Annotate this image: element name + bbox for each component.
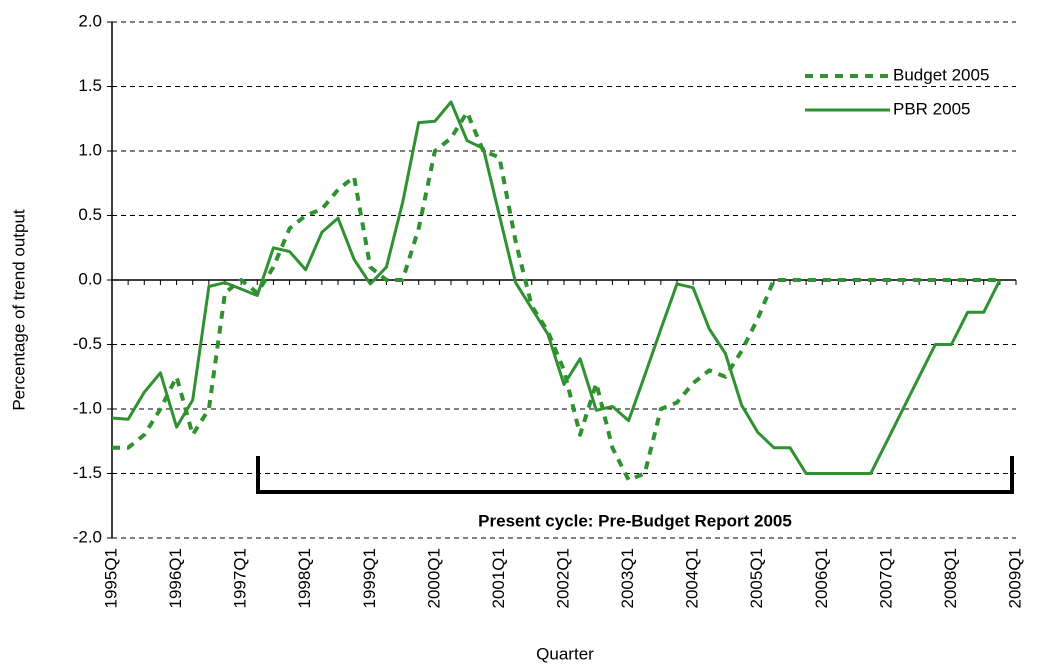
y-tick-label: 0.0	[78, 269, 102, 288]
x-axis-title: Quarter	[536, 644, 594, 663]
x-tick-label: 1998Q1	[295, 548, 314, 609]
x-tick-label: 2000Q1	[424, 548, 443, 609]
y-tick-label: -2.0	[73, 527, 102, 546]
x-tick-label: 2008Q1	[941, 548, 960, 609]
y-tick-label: -1.0	[73, 398, 102, 417]
x-tick-label: 2002Q1	[553, 548, 572, 609]
y-tick-label: 0.5	[78, 205, 102, 224]
x-tick-label: 1996Q1	[166, 548, 185, 609]
x-tick-label: 1995Q1	[101, 548, 120, 609]
x-tick-label: 2004Q1	[683, 548, 702, 609]
x-tick-label: 1999Q1	[360, 548, 379, 609]
legend-label: PBR 2005	[893, 99, 971, 118]
series-line	[112, 110, 1000, 482]
y-tick-label: 1.0	[78, 140, 102, 159]
series-line	[111, 100, 1002, 475]
y-axis-title: Percentage of trend output	[9, 209, 28, 411]
x-tick-label: 2003Q1	[618, 548, 637, 609]
x-tick-label: 1997Q1	[231, 548, 250, 609]
annotation: Present cycle: Pre-Budget Report 2005	[478, 511, 792, 530]
y-tick-label: -0.5	[73, 334, 102, 353]
x-tick-label: 2001Q1	[489, 548, 508, 609]
x-tick-label: 2009Q1	[1005, 548, 1024, 609]
x-tick-label: 2005Q1	[747, 548, 766, 609]
y-tick-label: -1.5	[73, 463, 102, 482]
x-tick-label: 2007Q1	[876, 548, 895, 609]
y-tick-label: 2.0	[78, 11, 102, 30]
y-tick-label: 1.5	[78, 76, 102, 95]
legend-label: Budget 2005	[893, 65, 989, 84]
x-tick-label: 2006Q1	[812, 548, 831, 609]
